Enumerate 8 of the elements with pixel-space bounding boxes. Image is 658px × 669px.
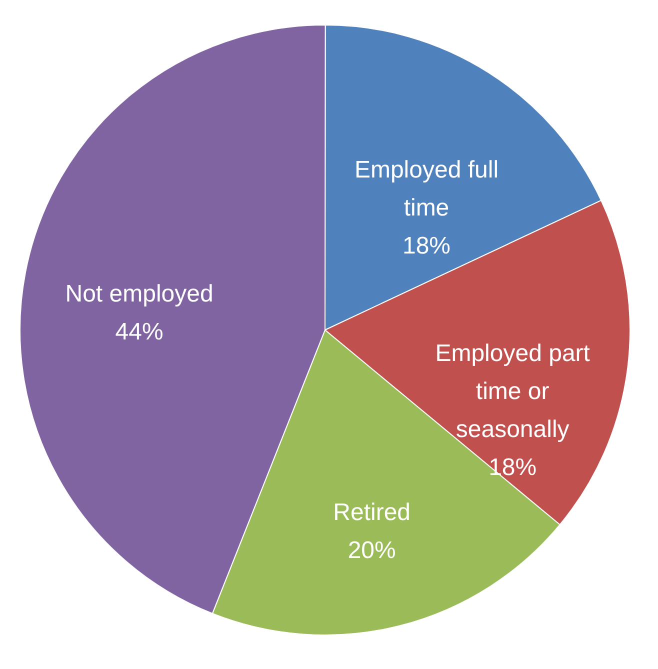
slice-label: Employed full time: [354, 156, 499, 222]
data-label: 18%: [488, 454, 537, 481]
data-label: 20%: [348, 537, 396, 564]
slice-label: Employed part time or seasonally: [435, 340, 590, 443]
data-label: 44%: [115, 318, 164, 346]
data-label: 18%: [402, 232, 451, 260]
slice-label: Not employed: [65, 280, 214, 308]
slice-label: Retired: [333, 499, 411, 526]
